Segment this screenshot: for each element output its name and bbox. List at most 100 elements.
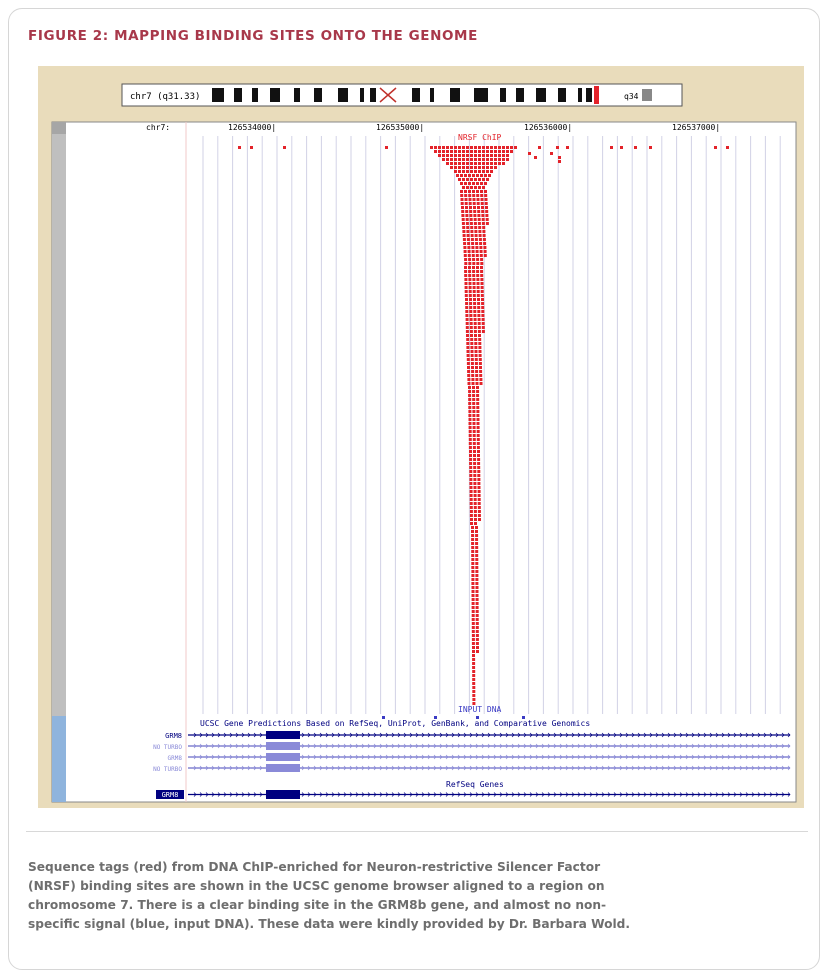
strand-arrow [451, 765, 455, 771]
chip-tag [475, 530, 478, 533]
chip-tag [472, 646, 475, 649]
chip-tag [476, 198, 480, 201]
chip-tag [460, 194, 464, 197]
chip-tag [474, 170, 477, 173]
strand-arrow [625, 792, 629, 797]
chip-tag [490, 162, 493, 165]
strand-arrow [217, 732, 221, 738]
chip-tag [476, 286, 480, 289]
chip-tag [486, 166, 489, 169]
chip-tag [466, 170, 469, 173]
ideogram-band [370, 88, 376, 102]
track-sidebar-grey[interactable] [52, 122, 66, 716]
chip-tag [434, 150, 437, 153]
chip-tag [471, 626, 475, 629]
chip-tag [480, 182, 483, 185]
chip-tag [472, 202, 476, 205]
chip-tag [469, 510, 473, 513]
strand-arrow [697, 765, 701, 771]
strand-arrow [469, 743, 473, 749]
strand-arrow [727, 792, 731, 797]
strand-arrow [775, 765, 779, 771]
chip-tag [468, 290, 472, 293]
strand-arrow [529, 743, 533, 749]
chip-tag [454, 170, 457, 173]
strand-arrow [517, 732, 521, 738]
chip-tag [482, 154, 485, 157]
strand-arrow [589, 754, 593, 760]
chip-tag [506, 150, 509, 153]
chip-tag [472, 418, 476, 421]
strand-arrow [709, 754, 713, 760]
strand-arrow [415, 732, 419, 738]
chip-tag [454, 158, 457, 161]
chip-tag [474, 354, 478, 357]
chip-tag [476, 410, 480, 413]
track-sidebar-top[interactable] [52, 122, 66, 134]
chip-tag [470, 358, 474, 361]
chip-tag [481, 306, 485, 309]
chip-tag [478, 362, 482, 365]
strand-arrow [613, 743, 617, 749]
strand-arrow [691, 792, 695, 797]
chip-tag [471, 574, 475, 577]
chip-tag [471, 378, 475, 381]
strand-arrow [745, 743, 749, 749]
chip-tag [471, 366, 474, 369]
strand-arrow [733, 765, 737, 771]
strand-arrow [709, 792, 713, 797]
strand-arrow [355, 743, 359, 749]
strand-arrow [337, 792, 341, 797]
strand-arrow [607, 754, 611, 760]
strand-arrow [205, 792, 209, 797]
chip-tag [485, 218, 489, 221]
chip-tag [473, 454, 476, 457]
chip-tag [480, 198, 484, 201]
chip-tag [477, 514, 481, 517]
chip-tag [466, 158, 469, 161]
strand-arrow [523, 754, 527, 760]
chip-tag [250, 146, 253, 149]
strand-arrow [601, 765, 605, 771]
chip-tag [478, 342, 482, 345]
chip-tag [477, 510, 481, 513]
chip-tag [468, 402, 472, 405]
track-sidebar-blue[interactable] [52, 716, 66, 802]
chip-tag [466, 334, 469, 337]
strand-arrow [637, 754, 641, 760]
chip-tag [474, 350, 478, 353]
chip-tag [466, 150, 469, 153]
position-tick-4: 126537000| [672, 123, 720, 132]
strand-arrow [721, 765, 725, 771]
chip-tag [472, 442, 476, 445]
chip-tag [490, 146, 493, 149]
strand-arrow [613, 754, 617, 760]
chip-tag [477, 486, 481, 489]
chip-tag [450, 154, 453, 157]
chip-tag [438, 154, 441, 157]
chip-tag [472, 690, 476, 693]
chip-tag [468, 278, 472, 281]
chip-tag [490, 150, 493, 153]
strand-arrow [691, 743, 695, 749]
strand-arrow [631, 792, 635, 797]
chip-tag [467, 242, 471, 245]
chip-tag [479, 250, 483, 253]
strand-arrow [697, 792, 701, 797]
strand-arrow [631, 732, 635, 738]
chip-tag [478, 234, 482, 237]
chip-tag [484, 194, 488, 197]
chip-tag [469, 498, 473, 501]
strand-arrow [541, 792, 545, 797]
strand-arrow [475, 792, 479, 797]
chip-tag [471, 578, 475, 581]
chip-tag [475, 594, 479, 597]
strand-arrow [655, 792, 659, 797]
chip-tag [467, 370, 471, 373]
chip-tag [469, 462, 473, 465]
ideogram-band [338, 88, 348, 102]
strand-arrow [451, 732, 455, 738]
strand-arrow [385, 792, 389, 797]
chip-tag [464, 174, 467, 177]
strand-arrow [673, 765, 677, 771]
